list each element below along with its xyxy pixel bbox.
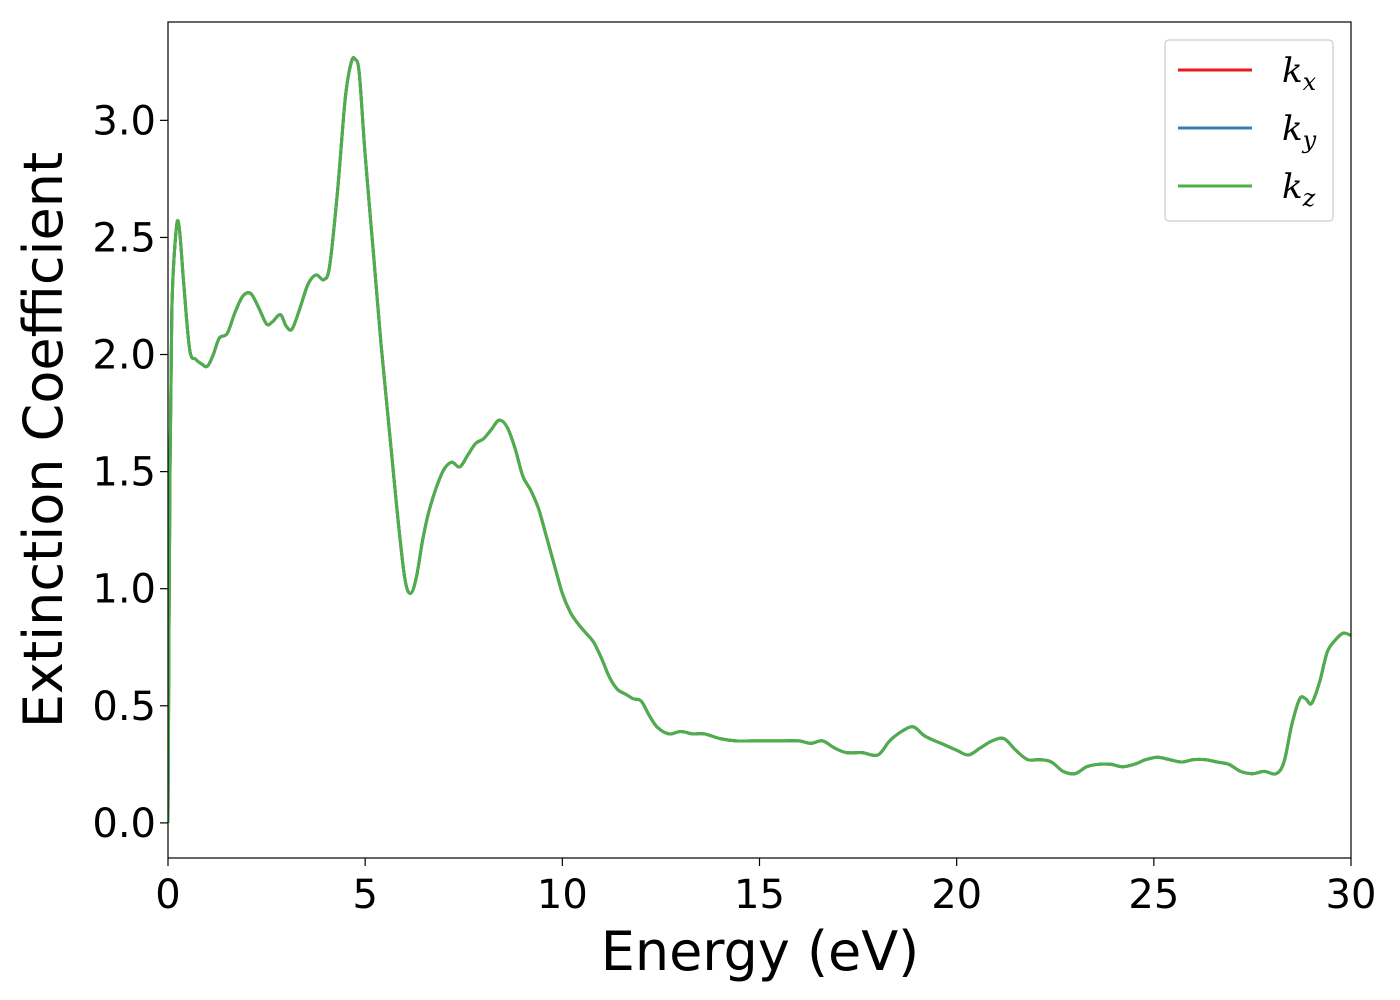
legend-label-k-y: ky [1282,109,1317,154]
x-axis-label: Energy (eV) [601,920,920,983]
y-tick-label: 0.0 [92,801,156,847]
series-line-k-z [168,56,1351,823]
x-tick-label: 15 [734,872,785,918]
y-tick-label: 1.5 [92,450,156,496]
y-tick-label: 2.5 [92,215,156,261]
y-tick-label: 1.0 [92,567,156,613]
legend-label-sub: y [1302,126,1317,154]
y-tick-label: 0.5 [92,684,156,730]
y-tick-label: 3.0 [92,98,156,144]
y-axis-label: Extinction Coefficient [12,152,75,728]
legend-box [1164,39,1334,222]
legend-label-k-x: kx [1282,51,1317,96]
legend-label-sub: x [1303,68,1317,96]
x-tick-label: 5 [352,872,377,918]
legend-label-main: k [1282,51,1303,91]
plot-area [168,56,1351,823]
x-tick-label: 20 [931,872,982,918]
x-tick-label: 0 [155,872,180,918]
legend-label-sub: z [1302,184,1316,212]
legend-label-main: k [1282,167,1303,207]
legend-label-main: k [1282,109,1303,149]
plot-frame [167,21,1352,859]
legend-label-k-z: kz [1282,167,1316,212]
x-tick-label: 25 [1128,872,1179,918]
y-tick-label: 2.0 [92,333,156,379]
x-tick-label: 30 [1326,872,1377,918]
x-tick-label: 10 [537,872,588,918]
axis-ticks: 0 5 10 15 20 25 30 0.0 0.5 1.0 1.5 2.0 2.5 3.0 [92,98,1376,918]
